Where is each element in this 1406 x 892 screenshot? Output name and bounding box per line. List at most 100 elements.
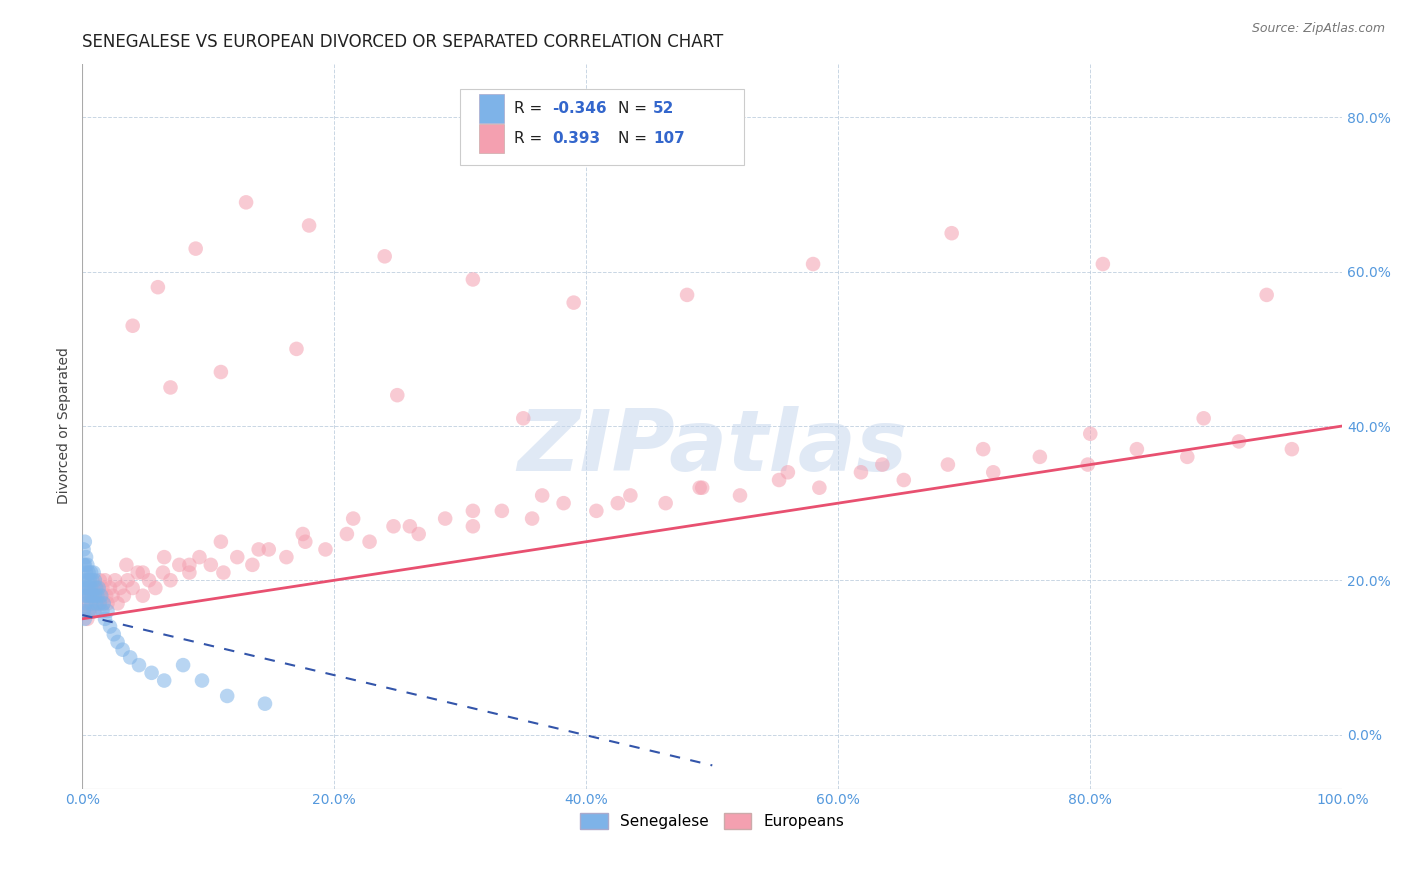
- Point: [73, 589, 96, 603]
- Point: [75, 589, 97, 603]
- Point: [73, 558, 96, 572]
- Point: [77, 566, 100, 580]
- Point: [169, 558, 191, 572]
- Point: [73, 596, 96, 610]
- Point: [75, 550, 97, 565]
- Point: [103, 627, 125, 641]
- Point: [336, 527, 359, 541]
- Point: [179, 558, 201, 572]
- Point: [188, 550, 211, 565]
- Point: [75, 596, 97, 610]
- Point: [152, 566, 174, 580]
- Point: [606, 496, 628, 510]
- Point: [434, 511, 457, 525]
- Point: [342, 511, 364, 525]
- Point: [461, 519, 484, 533]
- Point: [562, 295, 585, 310]
- Point: [83, 566, 105, 580]
- Point: [359, 534, 381, 549]
- Point: [520, 511, 543, 525]
- Point: [83, 574, 105, 588]
- Point: [689, 481, 711, 495]
- Point: [1029, 450, 1052, 464]
- Point: [87, 596, 110, 610]
- Point: [217, 689, 239, 703]
- Point: [893, 473, 915, 487]
- Point: [94, 574, 117, 588]
- Point: [619, 488, 641, 502]
- Point: [512, 411, 534, 425]
- Point: [285, 342, 308, 356]
- Point: [1192, 411, 1215, 425]
- Point: [200, 558, 222, 572]
- Point: [89, 574, 111, 588]
- Point: [128, 658, 150, 673]
- Point: [146, 280, 169, 294]
- Point: [75, 566, 97, 580]
- Point: [73, 612, 96, 626]
- Point: [247, 542, 270, 557]
- Text: Source: ZipAtlas.com: Source: ZipAtlas.com: [1251, 22, 1385, 36]
- Text: ZIPatlas: ZIPatlas: [517, 406, 907, 490]
- Point: [585, 504, 607, 518]
- Point: [121, 318, 143, 333]
- Point: [276, 550, 298, 565]
- Point: [1091, 257, 1114, 271]
- Point: [1078, 426, 1101, 441]
- Point: [654, 496, 676, 510]
- Bar: [479, 94, 505, 123]
- Point: [89, 596, 111, 610]
- Point: [91, 581, 114, 595]
- Point: [1175, 450, 1198, 464]
- Point: [108, 581, 131, 595]
- Text: R =: R =: [515, 101, 543, 116]
- Point: [83, 581, 105, 595]
- Point: [1227, 434, 1250, 449]
- Point: [728, 488, 751, 502]
- Y-axis label: Divorced or Separated: Divorced or Separated: [58, 348, 72, 505]
- Point: [80, 581, 103, 595]
- Text: N =: N =: [617, 131, 647, 145]
- Point: [72, 604, 94, 618]
- Point: [808, 481, 831, 495]
- Text: 0.393: 0.393: [553, 131, 600, 145]
- Point: [776, 465, 799, 479]
- Point: [531, 488, 554, 502]
- Point: [83, 604, 105, 618]
- Point: [801, 257, 824, 271]
- Point: [138, 574, 160, 588]
- Text: 52: 52: [652, 101, 675, 116]
- Point: [76, 612, 98, 626]
- Text: N =: N =: [617, 101, 647, 116]
- Point: [132, 566, 155, 580]
- Point: [83, 604, 105, 618]
- Point: [82, 596, 104, 610]
- Point: [101, 589, 124, 603]
- Point: [86, 589, 108, 603]
- Point: [107, 635, 129, 649]
- Point: [96, 596, 118, 610]
- Point: [291, 527, 314, 541]
- Point: [77, 581, 100, 595]
- Text: SENEGALESE VS EUROPEAN DIVORCED OR SEPARATED CORRELATION CHART: SENEGALESE VS EUROPEAN DIVORCED OR SEPAR…: [83, 33, 724, 51]
- Point: [408, 527, 430, 541]
- Point: [72, 542, 94, 557]
- Point: [972, 442, 994, 457]
- Point: [461, 272, 484, 286]
- Point: [1126, 442, 1149, 457]
- Point: [159, 380, 181, 394]
- FancyBboxPatch shape: [460, 89, 744, 165]
- Point: [145, 581, 167, 595]
- Point: [209, 534, 232, 549]
- Point: [981, 465, 1004, 479]
- Point: [98, 581, 121, 595]
- Point: [84, 581, 107, 595]
- Point: [76, 589, 98, 603]
- Point: [553, 496, 575, 510]
- Point: [115, 558, 138, 572]
- Point: [107, 596, 129, 610]
- Point: [80, 589, 103, 603]
- Point: [82, 574, 104, 588]
- Point: [191, 673, 214, 688]
- Point: [184, 242, 207, 256]
